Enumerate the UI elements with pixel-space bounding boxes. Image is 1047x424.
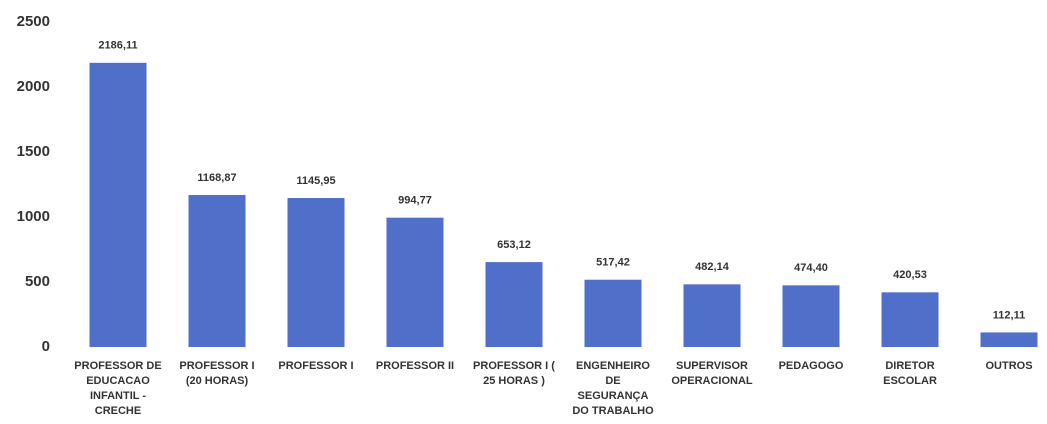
value-label: 994,77 xyxy=(398,195,432,207)
value-label: 2186,11 xyxy=(98,40,137,52)
value-label: 517,42 xyxy=(596,257,630,269)
bar xyxy=(980,332,1038,347)
y-tick-label: 500 xyxy=(25,273,50,290)
y-tick-label: 2000 xyxy=(17,78,50,95)
value-label: 653,12 xyxy=(497,239,531,251)
x-tick-label: PROFESSOR II xyxy=(376,360,454,372)
x-tick-label: PEDAGOGO xyxy=(779,360,844,372)
bar xyxy=(683,284,741,347)
bar xyxy=(485,262,543,347)
value-label: 1145,95 xyxy=(296,175,335,187)
x-tick-label: PROFESSOR I (20 HORAS) xyxy=(179,360,254,387)
x-tick-label: PROFESSOR DE EDUCACAO INFANTIL -CRECHE xyxy=(74,360,161,417)
value-label: 482,14 xyxy=(695,261,730,273)
bar xyxy=(89,62,147,348)
y-tick-label: 0 xyxy=(42,338,50,355)
y-tick-label: 1500 xyxy=(17,143,50,160)
value-label: 420,53 xyxy=(893,269,927,281)
bar xyxy=(881,292,939,347)
x-tick-label: SUPERVISOR OPERACIONAL xyxy=(671,360,753,387)
bar xyxy=(287,198,345,347)
x-tick-label: DIRETOR ESCOLAR xyxy=(883,360,937,387)
x-tick-label: ENGENHEIRO DE SEGURANÇA DO TRABALHO xyxy=(572,360,654,417)
y-tick-label: 1000 xyxy=(17,208,50,225)
value-label: 474,40 xyxy=(794,262,828,274)
value-label: 1168,87 xyxy=(197,172,236,184)
bar xyxy=(782,285,840,347)
bar xyxy=(188,195,246,347)
y-tick-label: 2500 xyxy=(17,13,50,30)
x-tick-label: PROFESSOR I xyxy=(278,360,353,372)
value-label: 112,11 xyxy=(993,309,1025,321)
bar xyxy=(584,279,642,347)
bar xyxy=(386,217,444,347)
x-tick-label: OUTROS xyxy=(985,360,1032,372)
x-tick-label: PROFESSOR I (25 HORAS ) xyxy=(473,360,555,387)
